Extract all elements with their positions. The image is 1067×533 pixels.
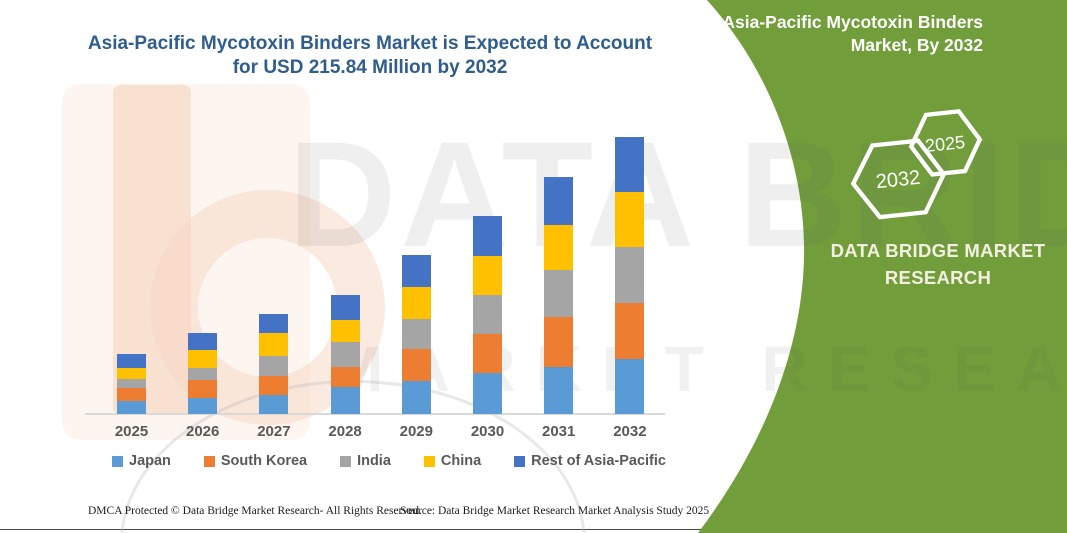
bar-segment-2029-china <box>401 286 431 320</box>
chart-title-line1: Asia-Pacific Mycotoxin Binders Market is… <box>87 33 653 54</box>
bar-segment-2030-india <box>473 294 502 334</box>
hexagon-2032-label: 2032 <box>875 167 922 194</box>
bar-segment-2025-china <box>117 367 146 379</box>
bar-segment-2028-japan <box>330 387 360 414</box>
legend-item-china: China <box>423 453 482 469</box>
bar-2025 <box>117 353 146 414</box>
bar-segment-2028-south-korea <box>330 367 360 388</box>
legend-swatch <box>423 455 435 467</box>
bar-segment-2029-south-korea <box>401 349 431 381</box>
legend-label: China <box>440 453 482 469</box>
footer-source-text: Source: Data Bridge Market Research Mark… <box>400 505 710 517</box>
bar-segment-2031-rest-of-asia-pacific <box>544 176 574 226</box>
bar-2029 <box>401 255 431 414</box>
x-axis-label-2027: 2027 <box>257 423 291 440</box>
hexagon-2025: 2025 <box>908 109 983 177</box>
chart-title: Asia-Pacific Mycotoxin Binders Market is… <box>85 32 655 80</box>
bar-segment-2028-rest-of-asia-pacific <box>330 294 360 320</box>
bar-segment-2029-india <box>401 319 431 350</box>
legend-label: Japan <box>129 453 171 469</box>
bar-segment-2031-india <box>544 270 574 318</box>
bar-segment-2029-rest-of-asia-pacific <box>401 255 431 287</box>
legend-label: South Korea <box>220 453 308 469</box>
bar-segment-2032-china <box>615 191 645 248</box>
bar-segment-2030-south-korea <box>473 333 502 373</box>
bar-segment-2027-china <box>259 333 289 356</box>
x-axis-label-2032: 2032 <box>613 423 647 440</box>
bar-2028 <box>330 294 360 414</box>
bar-2032 <box>615 136 645 414</box>
bar-segment-2027-south-korea <box>259 375 289 395</box>
bar-segment-2032-rest-of-asia-pacific <box>615 136 645 192</box>
x-axis-label-2028: 2028 <box>328 423 362 440</box>
chart-legend: Japan South Korea India China Rest of Asia-P… <box>112 453 666 469</box>
x-axis-label-2025: 2025 <box>114 423 149 440</box>
footer-dmca-text: DMCA Protected © Data Bridge Market Rese… <box>88 505 422 517</box>
x-axis-label-2029: 2029 <box>399 423 433 440</box>
bar-segment-2032-japan <box>615 359 645 414</box>
bar-segment-2030-rest-of-asia-pacific <box>473 215 502 256</box>
hexagon-badges: 2032 2025 <box>850 109 983 220</box>
x-axis-line <box>85 413 665 415</box>
bar-segment-2030-japan <box>473 372 502 414</box>
legend-swatch <box>340 455 352 467</box>
bar-segment-2029-japan <box>401 380 431 414</box>
legend-swatch <box>112 455 123 467</box>
banner-title-line2: Market, By 2032 <box>850 35 983 55</box>
bar-segment-2030-china <box>473 255 502 295</box>
x-axis-label-2031: 2031 <box>542 423 576 440</box>
bar-2030 <box>473 215 502 414</box>
hexagon-2025-outline <box>908 109 983 177</box>
bar-2026 <box>188 333 218 414</box>
bar-segment-2032-india <box>615 247 645 303</box>
legend-item-japan: Japan <box>112 453 171 469</box>
bar-segment-2026-south-korea <box>188 380 218 399</box>
bar-segment-2025-india <box>117 378 146 389</box>
legend-item-india: India <box>340 453 391 469</box>
bar-segment-2026-japan <box>188 398 218 414</box>
legend-label: India <box>357 453 391 469</box>
bar-segment-2025-rest-of-asia-pacific <box>117 353 146 368</box>
legend-swatch <box>203 455 215 467</box>
bar-segment-2026-rest-of-asia-pacific <box>188 333 218 351</box>
chart-title-line2: for USD 215.84 Million by 2032 <box>232 57 508 78</box>
legend-item-rest-of-asia-pacific: Rest of Asia-Pacific <box>514 453 666 469</box>
hexagon-2025-label: 2025 <box>924 132 966 156</box>
brand-name: DATA BRIDGE MARKET RESEARCH <box>830 240 1046 288</box>
bar-2027 <box>259 313 289 414</box>
banner-title-line1: Asia-Pacific Mycotoxin Binders <box>722 12 983 32</box>
bar-segment-2027-rest-of-asia-pacific <box>259 313 289 334</box>
banner-title: Asia-Pacific Mycotoxin Binders Market, B… <box>643 11 983 57</box>
bar-segment-2028-india <box>330 341 360 368</box>
bar-2031 <box>544 176 574 414</box>
bar-segment-2031-japan <box>544 366 574 414</box>
legend-label: Rest of Asia-Pacific <box>531 453 666 469</box>
legend-item-south-korea: South Korea <box>203 453 308 469</box>
bar-segment-2027-japan <box>259 394 289 414</box>
bar-segment-2028-china <box>330 319 360 342</box>
x-axis-label-2030: 2030 <box>470 423 505 440</box>
bar-segment-2031-south-korea <box>544 317 574 367</box>
bar-segment-2025-japan <box>117 400 146 414</box>
bar-segment-2031-china <box>544 225 574 270</box>
bar-segment-2027-india <box>259 355 289 376</box>
legend-swatch <box>514 455 526 467</box>
bottom-divider-line <box>0 529 1067 530</box>
bar-segment-2026-china <box>188 350 218 369</box>
bar-segment-2025-south-korea <box>117 388 146 401</box>
bar-segment-2026-india <box>188 368 218 381</box>
bar-segment-2032-south-korea <box>615 302 645 360</box>
x-axis-label-2026: 2026 <box>186 423 220 440</box>
